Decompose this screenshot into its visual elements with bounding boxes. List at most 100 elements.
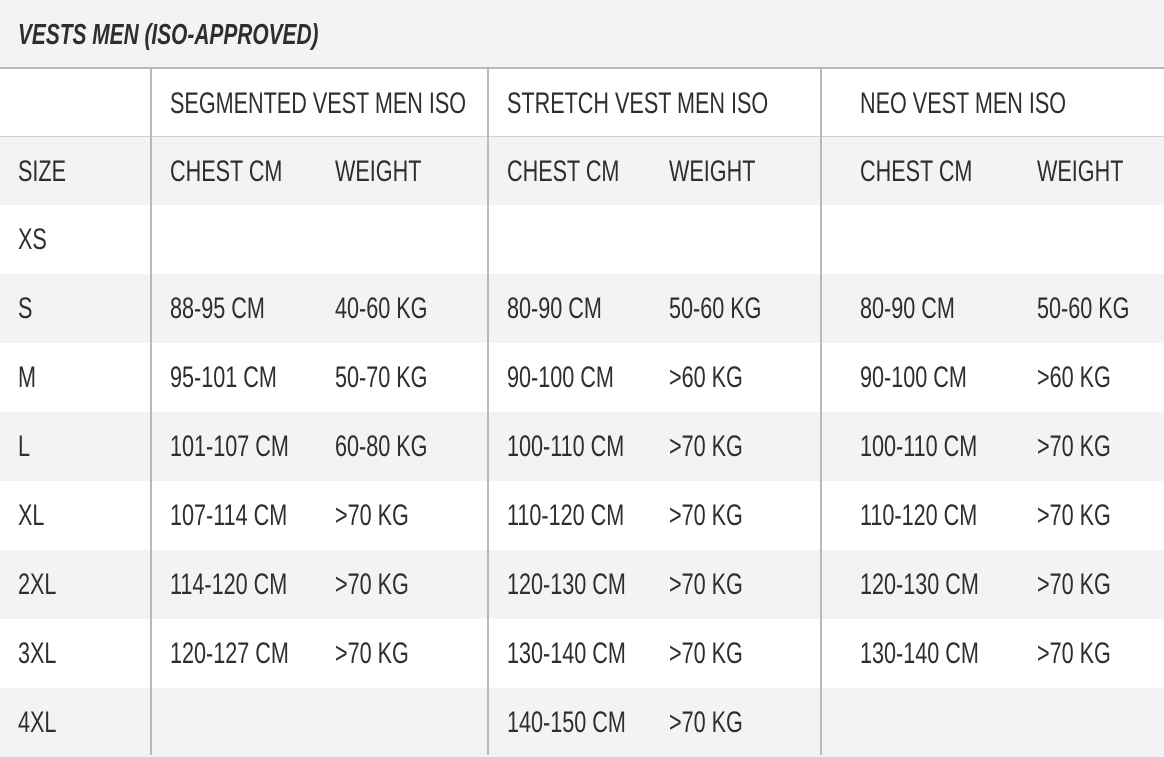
data-cell-text: >70 KG <box>335 637 409 670</box>
column-header: WEIGHT <box>669 137 789 206</box>
data-cell-text: >70 KG <box>1037 430 1111 463</box>
data-cell-text: 107-114 CM <box>170 499 288 532</box>
size-cell-text: XL <box>18 499 45 532</box>
data-cell: >70 KG <box>335 619 438 688</box>
data-cell-text: >70 KG <box>669 568 743 601</box>
data-cell-text: 40-60 KG <box>335 292 428 325</box>
column-header: CHEST CM <box>170 137 326 206</box>
size-cell-text: M <box>18 361 36 394</box>
group-header: NEO VEST MEN ISO <box>860 69 1146 138</box>
data-cell: 100-110 CM <box>860 412 1023 481</box>
size-cell-text: 4XL <box>18 706 57 739</box>
size-cell: XS <box>18 205 58 274</box>
size-cell-text: 2XL <box>18 568 57 601</box>
data-cell-text: 110-120 CM <box>860 499 978 532</box>
data-cell-text: 90-100 CM <box>507 361 614 394</box>
column-header: WEIGHT <box>1037 137 1157 206</box>
column-divider <box>487 68 489 755</box>
data-cell-text: 80-90 CM <box>507 292 602 325</box>
data-cell-text: 95-101 CM <box>170 361 277 394</box>
data-cell-text: 50-60 KG <box>669 292 762 325</box>
data-cell-text: >70 KG <box>1037 637 1111 670</box>
data-cell: 140-150 CM <box>507 688 672 757</box>
data-cell: >70 KG <box>335 481 438 550</box>
size-cell-text: 3XL <box>18 637 57 670</box>
data-cell: >60 KG <box>669 343 772 412</box>
data-cell: >60 KG <box>1037 343 1140 412</box>
data-cell: >70 KG <box>669 412 772 481</box>
size-cell: M <box>18 343 43 412</box>
size-cell: 4XL <box>18 688 71 757</box>
data-cell: 114-120 CM <box>170 550 333 619</box>
divider <box>0 136 1164 137</box>
data-cell: >70 KG <box>669 619 772 688</box>
data-cell: 40-60 KG <box>335 274 463 343</box>
data-cell: >70 KG <box>669 688 772 757</box>
data-cell: 130-140 CM <box>507 619 672 688</box>
size-cell-text: XS <box>18 223 47 256</box>
column-header-text: SIZE <box>18 155 67 188</box>
data-cell: 101-107 CM <box>170 412 335 481</box>
data-cell: 120-127 CM <box>170 619 335 688</box>
data-cell: 90-100 CM <box>860 343 1008 412</box>
column-header-text: WEIGHT <box>335 155 422 188</box>
header-row <box>0 137 1164 205</box>
data-cell: 50-70 KG <box>335 343 463 412</box>
size-cell: 2XL <box>18 550 71 619</box>
data-cell-text: >60 KG <box>1037 361 1111 394</box>
row-bg <box>0 550 1164 619</box>
data-cell: 80-90 CM <box>507 274 639 343</box>
group-header: SEGMENTED VEST MEN ISO <box>170 69 581 138</box>
row-bg <box>0 688 1164 757</box>
data-cell-text: 114-120 CM <box>170 568 288 601</box>
column-header: CHEST CM <box>860 137 1016 206</box>
size-cell-text: L <box>18 430 31 463</box>
data-cell-text: 80-90 CM <box>860 292 955 325</box>
column-header-text: CHEST CM <box>507 155 620 188</box>
size-cell: 3XL <box>18 619 71 688</box>
size-cell: XL <box>18 481 55 550</box>
data-cell: 100-110 CM <box>507 412 670 481</box>
data-cell-text: >70 KG <box>1037 499 1111 532</box>
data-cell-text: 50-60 KG <box>1037 292 1130 325</box>
row-bg <box>0 274 1164 343</box>
column-header: WEIGHT <box>335 137 455 206</box>
data-cell-text: 100-110 CM <box>860 430 978 463</box>
column-header: CHEST CM <box>507 137 663 206</box>
data-cell-text: >70 KG <box>335 499 409 532</box>
divider <box>0 67 1164 69</box>
data-cell-text: 60-80 KG <box>335 430 428 463</box>
data-cell: 50-60 KG <box>669 274 797 343</box>
data-cell-text: 110-120 CM <box>507 499 625 532</box>
data-cell: 50-60 KG <box>1037 274 1164 343</box>
data-cell-text: 101-107 CM <box>170 430 289 463</box>
data-cell-text: >70 KG <box>669 706 743 739</box>
data-cell: >70 KG <box>1037 619 1140 688</box>
column-header-text: WEIGHT <box>1037 155 1124 188</box>
title-text: VESTS MEN (ISO-APPROVED) <box>18 19 319 51</box>
data-cell: 120-130 CM <box>860 550 1025 619</box>
data-cell-text: 88-95 CM <box>170 292 265 325</box>
data-cell-text: 140-150 CM <box>507 706 626 739</box>
data-cell-text: >70 KG <box>335 568 409 601</box>
data-cell: >70 KG <box>335 550 438 619</box>
data-cell: 130-140 CM <box>860 619 1025 688</box>
data-cell-text: 130-140 CM <box>860 637 979 670</box>
column-header-text: CHEST CM <box>860 155 973 188</box>
data-cell: 80-90 CM <box>860 274 992 343</box>
data-cell-text: 130-140 CM <box>507 637 626 670</box>
data-cell: 107-114 CM <box>170 481 333 550</box>
data-cell: 110-120 CM <box>860 481 1023 550</box>
data-cell: 120-130 CM <box>507 550 672 619</box>
column-header-text: CHEST CM <box>170 155 283 188</box>
data-cell-text: >70 KG <box>669 637 743 670</box>
column-header-text: WEIGHT <box>669 155 756 188</box>
data-cell-text: 90-100 CM <box>860 361 967 394</box>
data-cell-text: 120-127 CM <box>170 637 289 670</box>
table-title: VESTS MEN (ISO-APPROVED) <box>18 0 435 68</box>
data-cell-text: >70 KG <box>669 499 743 532</box>
data-cell: 90-100 CM <box>507 343 655 412</box>
size-cell-text: S <box>18 292 33 325</box>
group-header-text: NEO VEST MEN ISO <box>860 87 1067 120</box>
size-cell: S <box>18 274 38 343</box>
